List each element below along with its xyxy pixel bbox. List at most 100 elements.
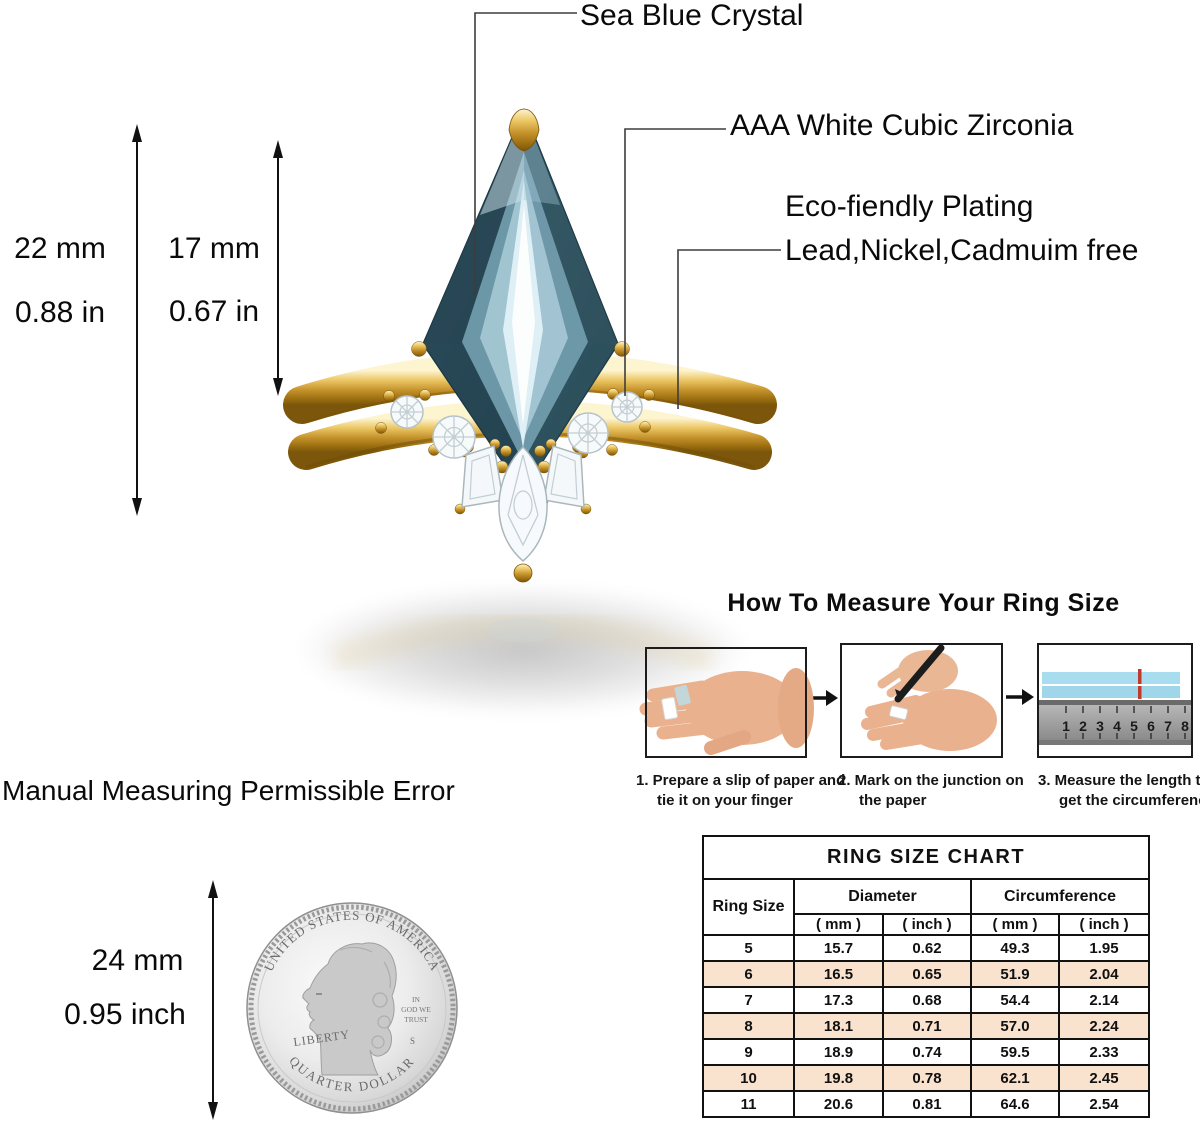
coin-motto-line2: GOD WE [401, 1005, 431, 1014]
step3-caption-line2: get the circumference [1059, 792, 1200, 809]
gem-prong [508, 108, 540, 152]
cell-size: 5 [702, 934, 795, 962]
cell-d-mm: 17.3 [793, 986, 884, 1014]
stone-height-in-label: 0.67 in [168, 295, 260, 328]
cell-c-in: 2.14 [1057, 986, 1151, 1014]
gold-bead-prongs [375, 388, 655, 515]
cell-d-in: 0.68 [882, 986, 972, 1014]
step3-caption: 3. Measure the length then get the circu… [1038, 771, 1200, 811]
diameter-inch-header: ( inch ) [882, 913, 972, 936]
stone-height-mm-label: 17 mm [168, 232, 260, 265]
cell-c-in: 2.24 [1057, 1012, 1151, 1040]
size-chart-table: RING SIZE CHART Ring Size Diameter Circu… [701, 835, 1151, 1118]
baguette-stones [461, 445, 585, 508]
svg-text:UNITED STATES OF AMERICA: UNITED STATES OF AMERICA [261, 908, 444, 974]
cell-d-in: 0.78 [882, 1064, 972, 1092]
dim-arrow-22mm [132, 124, 142, 516]
cell-d-in: 0.65 [882, 960, 972, 988]
coin: UNITED STATES OF AMERICA QUARTER DOLLAR … [246, 902, 458, 1114]
step2-caption-line1: 2. Mark on the junction on [838, 772, 1024, 789]
coin-liberty-text: LIBERTY [292, 1027, 350, 1049]
cell-d-in: 0.62 [882, 934, 972, 962]
callout-line-plating [677, 249, 781, 409]
cell-d-in: 0.74 [882, 1038, 972, 1066]
circumference-mm-header: ( mm ) [970, 913, 1060, 936]
cell-c-mm: 62.1 [970, 1064, 1060, 1092]
table-row: 6 16.5 0.65 51.9 2.04 [702, 960, 1151, 988]
coin-top-text: UNITED STATES OF AMERICA [261, 908, 443, 974]
cz-label: AAA White Cubic Zirconia [730, 109, 1074, 142]
gem-label: Sea Blue Crystal [580, 0, 804, 32]
coin-hair-curls [339, 946, 391, 1049]
table-row: 7 17.3 0.68 54.4 2.14 [702, 986, 1151, 1014]
table-row: 5 15.7 0.62 49.3 1.95 [702, 934, 1151, 962]
cell-c-mm: 59.5 [970, 1038, 1060, 1066]
step2-caption: 2. Mark on the junction on the paper [838, 771, 1024, 811]
error-note: Manual Measuring Permissible Error [2, 775, 455, 806]
cell-d-mm: 16.5 [793, 960, 884, 988]
step-arrow-1 [810, 690, 838, 706]
svg-text:QUARTER DOLLAR: QUARTER DOLLAR [286, 1053, 417, 1094]
coin-ridge [248, 904, 456, 1112]
coin-motto-line3: TRUST [404, 1015, 428, 1024]
cell-c-mm: 64.6 [970, 1090, 1060, 1118]
plating-label-line2: Lead,Nickel,Cadmuim free [785, 234, 1139, 267]
cell-d-in: 0.71 [882, 1012, 972, 1040]
cell-size: 8 [702, 1012, 795, 1040]
pear-reflection [487, 618, 559, 642]
circumference-inch-header: ( inch ) [1057, 913, 1151, 936]
diameter-mm-header: ( mm ) [793, 913, 884, 936]
ring-height-in-label: 0.88 in [14, 296, 106, 329]
ring-band-lower [288, 400, 772, 470]
step2-caption-line2: the paper [859, 792, 927, 809]
table-row: 9 18.9 0.74 59.5 2.33 [702, 1038, 1151, 1066]
plating-label-line1: Eco-fiendly Plating [785, 190, 1034, 223]
table-row: 10 19.8 0.78 62.1 2.45 [702, 1064, 1151, 1092]
cell-c-mm: 54.4 [970, 986, 1060, 1014]
step1-box [645, 647, 807, 758]
cell-size: 6 [702, 960, 795, 988]
side-prong-left [411, 341, 427, 357]
pear-tip-bead [513, 563, 533, 583]
pear-stone [498, 445, 548, 562]
step2-box [840, 643, 1003, 758]
step3-caption-line1: 3. Measure the length then [1038, 772, 1200, 789]
cell-size: 7 [702, 986, 795, 1014]
callout-line-gem [474, 12, 577, 296]
coin-bust [302, 942, 397, 1076]
cell-c-in: 2.04 [1057, 960, 1151, 988]
coin-dim-arrow [208, 880, 218, 1120]
cell-size: 11 [702, 1090, 795, 1118]
ring-photo [283, 108, 777, 716]
measure-guide-title: How To Measure Your Ring Size [727, 589, 1120, 617]
cz-round-stones [390, 391, 643, 459]
cell-d-mm: 20.6 [793, 1090, 884, 1118]
cell-c-mm: 51.9 [970, 960, 1060, 988]
cell-size: 9 [702, 1038, 795, 1066]
step1-caption-line2: tie it on your finger [657, 792, 793, 809]
circumference-header: Circumference [969, 878, 1151, 915]
ring-size-header: Ring Size [702, 878, 795, 936]
coin-in-label: 0.95 inch [64, 998, 186, 1031]
baguette-facets [469, 453, 578, 500]
ring-height-mm-label: 22 mm [14, 232, 106, 265]
cell-c-in: 2.54 [1057, 1090, 1151, 1118]
diameter-header: Diameter [793, 878, 972, 915]
cell-d-in: 0.81 [882, 1090, 972, 1118]
cell-c-in: 2.45 [1057, 1064, 1151, 1092]
cell-c-mm: 49.3 [970, 934, 1060, 962]
cell-c-in: 2.33 [1057, 1038, 1151, 1066]
cell-c-in: 1.95 [1057, 934, 1151, 962]
step3-box [1037, 643, 1193, 758]
step1-caption: 1. Prepare a slip of paper and tie it on… [636, 771, 845, 811]
cell-d-mm: 19.8 [793, 1064, 884, 1092]
cell-d-mm: 18.1 [793, 1012, 884, 1040]
step-arrow-2 [1006, 689, 1034, 705]
ring-band-upper [283, 351, 777, 424]
table-row: 8 18.1 0.71 57.0 2.24 [702, 1012, 1151, 1040]
coin-mm-label: 24 mm [91, 944, 184, 977]
band-edge-line2 [305, 432, 755, 469]
callout-line-cz [624, 128, 726, 396]
table-row: 11 20.6 0.81 64.6 2.54 [702, 1090, 1151, 1118]
cell-d-mm: 15.7 [793, 934, 884, 962]
